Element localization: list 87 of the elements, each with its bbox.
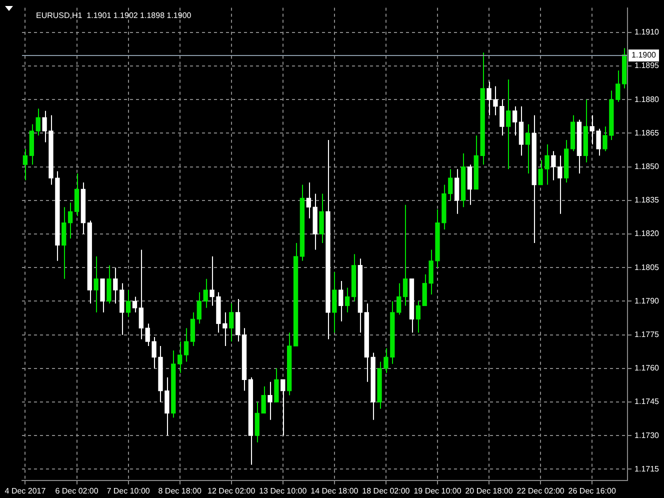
candlestick [280, 379, 286, 436]
candlestick [480, 52, 485, 166]
candlestick [460, 152, 466, 208]
candlestick [454, 168, 460, 214]
candlestick [80, 182, 86, 235]
candlestick [576, 119, 582, 174]
candlestick [300, 184, 305, 262]
candlestick [467, 164, 472, 206]
candlestick [138, 249, 144, 340]
candlestick [564, 139, 569, 184]
candlestick [120, 282, 124, 336]
candlestick [113, 267, 118, 304]
y-tick-label: 1.1895 [634, 61, 660, 70]
candlestick [62, 206, 66, 280]
candlestick [177, 341, 182, 374]
y-tick-label: 1.1850 [634, 162, 660, 172]
candlestick [312, 193, 318, 250]
candlestick [338, 280, 344, 322]
candlestick [248, 376, 254, 466]
candlestick [132, 296, 138, 313]
x-tick-label: 12 Dec 02:00 [208, 486, 256, 496]
candlestick [583, 99, 588, 163]
x-tick-label: 19 Dec 10:00 [414, 486, 462, 496]
candlestick [171, 350, 176, 418]
x-tick-label: 22 Dec 02:00 [516, 486, 565, 496]
y-tick-label: 1.1730 [634, 430, 660, 440]
candlestick [242, 328, 247, 392]
y-tick-label: 1.1715 [634, 464, 660, 474]
x-tick-label: 18 Dec 02:00 [362, 486, 410, 496]
candlestick [190, 312, 196, 347]
candlestick [68, 202, 73, 239]
y-tick-label: 1.1865 [634, 128, 660, 138]
candlestick [196, 292, 202, 324]
candlestick [235, 298, 240, 342]
y-tick-label: 1.1835 [634, 196, 660, 205]
y-tick-label: 1.1805 [634, 262, 660, 272]
y-tick-label: 1.1745 [634, 397, 660, 406]
candlestick [74, 173, 80, 217]
candlestick [274, 368, 279, 402]
candlestick [332, 272, 337, 334]
candlestick [229, 302, 234, 342]
x-tick-label: 4 Dec 2017 [4, 486, 46, 496]
candlestick [416, 300, 420, 334]
y-tick-label: 1.1910 [634, 28, 660, 37]
candlestick [306, 182, 311, 219]
candlestick [512, 106, 518, 136]
candlestick [36, 108, 40, 136]
candlestick [474, 134, 478, 190]
candlestick [344, 287, 350, 313]
candlestick [203, 278, 208, 308]
x-tick-label: 13 Dec 10:00 [259, 486, 308, 496]
candlestick [319, 193, 324, 244]
candlestick [126, 290, 131, 318]
candlestick [100, 278, 105, 313]
y-tick-label: 1.1775 [634, 330, 660, 340]
candlestick [351, 254, 356, 302]
y-tick-label: 1.1880 [634, 94, 660, 104]
candlestick [525, 124, 530, 174]
x-tick-label: 7 Dec 10:00 [106, 486, 150, 496]
x-tick-label: 6 Dec 02:00 [55, 486, 99, 496]
candlestick [326, 139, 330, 340]
candlestick [22, 148, 28, 181]
candlestick [184, 328, 189, 362]
x-tick-label: 14 Dec 18:00 [310, 486, 359, 496]
x-tick-label: 26 Dec 16:00 [568, 486, 616, 496]
candlestick [287, 332, 292, 396]
candlestick [358, 258, 363, 334]
candlestick [106, 264, 112, 304]
candlestick [402, 204, 408, 306]
y-tick-label: 1.1820 [634, 229, 660, 238]
candlestick [532, 114, 536, 244]
candlestick [396, 282, 402, 316]
candlestick [29, 124, 34, 166]
chart-title: EURUSD,H1 1.1901 1.1902 1.1898 1.1900 [36, 11, 192, 20]
x-tick-label: 8 Dec 18:00 [158, 486, 202, 496]
candlestick [87, 220, 92, 304]
candlestick [268, 381, 272, 420]
candlestick [94, 256, 98, 313]
candlestick [622, 48, 627, 89]
x-tick-label: 20 Dec 18:00 [465, 486, 514, 496]
candlestick [293, 242, 298, 346]
y-tick-label: 1.1760 [634, 364, 660, 373]
y-tick-label: 1.1790 [634, 296, 660, 306]
candlestick [518, 106, 524, 156]
candlestick [409, 278, 414, 334]
candlestick [506, 78, 511, 170]
ref-line-label: 1.1900 [632, 50, 657, 60]
